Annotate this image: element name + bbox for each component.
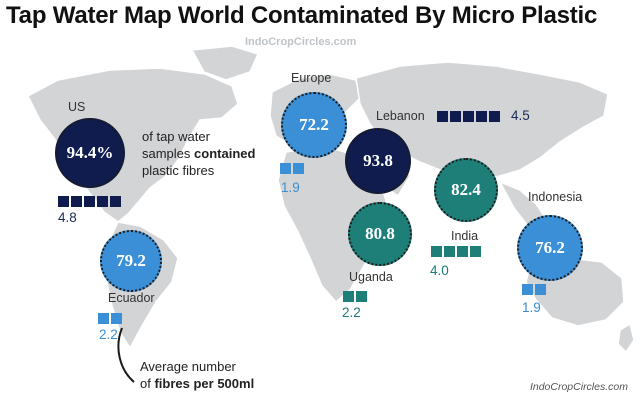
fibre-count-ecuador: 2.2 [99,327,118,342]
fibre-square [356,291,367,302]
percent-lebanon: 93.8 [363,151,393,170]
us-description-line1: of tap water [142,129,210,144]
fibre-square [293,163,304,174]
fibre-square [97,196,108,207]
circle-europe: 72.2 [281,92,347,158]
watermark-bottom: IndoCropCircles.com [529,381,628,393]
circle-lebanon: 93.8 [345,128,411,194]
fibre-square [58,196,69,207]
fibre-count-us: 4.8 [58,210,77,225]
fibre-square [489,111,500,122]
fibre-square [457,246,468,257]
fibre-square [343,291,354,302]
fibre-squares-india [431,246,481,257]
us-description-line3: plastic fibres [142,163,215,178]
percent-uganda: 80.8 [365,224,395,243]
region-name-uganda: Uganda [349,270,393,284]
circle-uganda: 80.8 [348,202,412,266]
fibre-count-europe: 1.9 [281,180,300,195]
percent-india: 82.4 [451,180,481,199]
us-description-contained: contained [194,146,256,161]
fibre-square [437,111,448,122]
fibre-squares-europe [280,163,304,174]
fibre-square [535,284,546,295]
percent-europe: 72.2 [299,115,329,134]
circle-indonesia: 76.2 [517,215,583,281]
fibre-square [280,163,291,174]
fibre-square [470,246,481,257]
fibre-square [84,196,95,207]
fibre-square [450,111,461,122]
region-name-ecuador: Ecuador [108,291,155,305]
watermark-top: IndoCropCircles.com [245,36,357,48]
fibre-square [98,313,109,324]
region-name-indonesia: Indonesia [528,190,583,204]
page-title: Tap Water Map World Contaminated By Micr… [6,2,598,29]
fibre-square [431,246,442,257]
fibre-count-uganda: 2.2 [342,305,361,320]
fibre-square [476,111,487,122]
fibre-squares-ecuador [98,313,122,324]
region-name-lebanon: Lebanon [376,109,425,123]
fibre-squares-us [58,196,121,207]
us-description: of tap water samples contained plastic f… [142,128,255,179]
fibre-squares-indonesia [522,284,546,295]
fibre-squares-uganda [343,291,367,302]
fibre-square [110,196,121,207]
us-description-line2: samples contained [142,145,255,162]
fibre-square [71,196,82,207]
circle-us: 94.4% [55,118,125,188]
fibre-count-indonesia: 1.9 [522,300,541,315]
landmass-greenland [190,45,260,81]
region-name-us: US [68,100,86,114]
region-name-europe: Europe [291,71,332,85]
legend-of: of [140,376,155,391]
fibre-square [444,246,455,257]
percent-ecuador: 79.2 [116,251,146,270]
circle-india: 82.4 [434,158,498,222]
legend-line1: Average number [140,359,236,374]
legend-line2: of fibres per 500ml [140,375,254,392]
fibre-squares-lebanon [437,111,500,122]
fibre-square [111,313,122,324]
percent-indonesia: 76.2 [535,238,565,257]
landmass-new-zealand [617,322,635,354]
circle-ecuador: 79.2 [100,230,162,292]
fibre-count-india: 4.0 [430,263,449,278]
region-name-india: India [451,229,479,243]
fibre-count-lebanon: 4.5 [511,108,530,123]
legend-fibres-per-500ml: fibres per 500ml [154,376,255,391]
legend-average-fibres: Average number of fibres per 500ml [140,358,254,392]
fibre-square [522,284,533,295]
legend-pointer-line [117,327,135,383]
percent-us: 94.4% [66,143,114,162]
us-description-samples: samples [142,146,195,161]
fibre-square [463,111,474,122]
